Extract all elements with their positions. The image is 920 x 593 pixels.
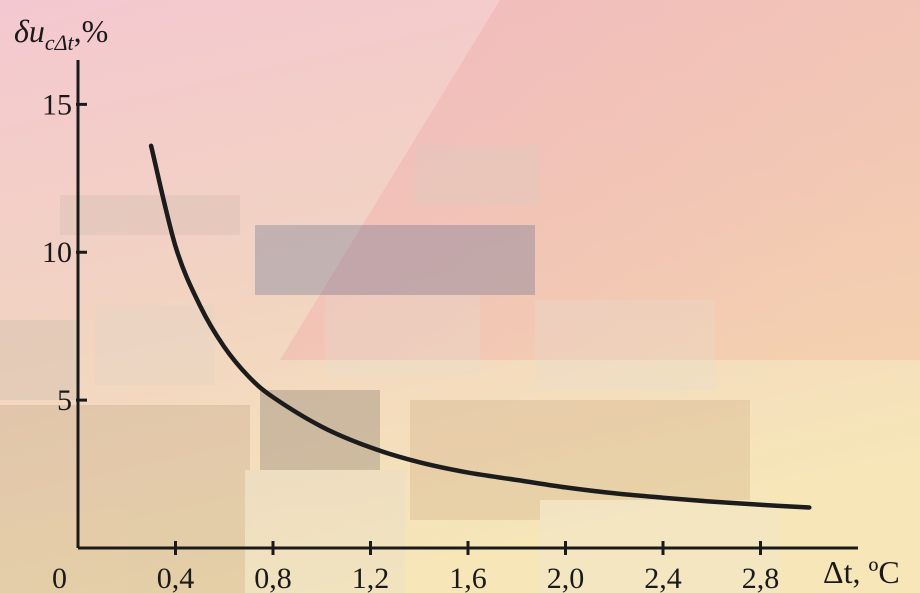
ticks [76,102,762,555]
tick-labels: 0,4 0,8 1,2 1,6 2,0 2,4 2,8 5 10 15 [42,88,779,593]
y-axis-title: δucΔt,% [14,13,108,55]
y-tick-label: 5 [57,384,72,417]
x-tick-label: 2,8 [742,562,780,593]
x-tick-label: 1,2 [352,562,390,593]
y-tick-label: 10 [42,236,72,269]
y-tick-label: 15 [42,88,72,121]
x-tick-label: 2,0 [547,562,585,593]
x-tick-label: 1,6 [449,562,487,593]
x-tick-label: 2,4 [644,562,682,593]
x-tick-label: 0,8 [254,562,292,593]
series-line [148,143,812,510]
x-axis-title: Δt, ºC [823,554,900,590]
origin-label: 0 [52,562,67,593]
x-tick-label: 0,4 [157,562,195,593]
